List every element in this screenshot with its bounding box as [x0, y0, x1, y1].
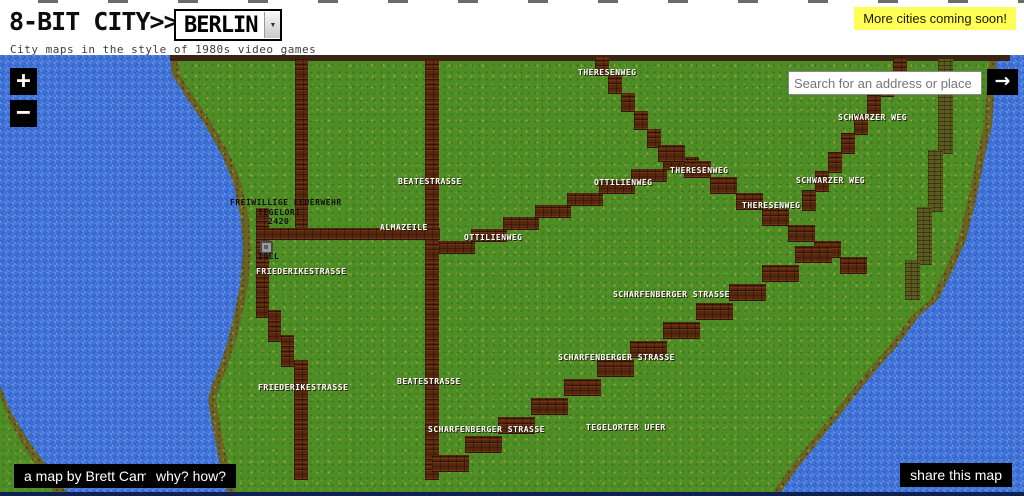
city-select[interactable]: BERLIN ▼ [174, 9, 283, 41]
map-geometry [268, 310, 281, 342]
street-label: IGEL [258, 252, 280, 261]
site-header: 8-BIT CITY>> BERLIN ▼ City maps in the s… [0, 3, 1024, 57]
site-logo: 8-BIT CITY>> [9, 7, 179, 36]
street-label: SCHWARZER WEG [838, 113, 908, 122]
map-geometry [762, 209, 789, 226]
map-geometry [531, 398, 568, 415]
street-label: FRIEDERIKESTRASSE [256, 267, 347, 276]
map-geometry [905, 260, 920, 300]
map-geometry [599, 181, 635, 194]
map-geometry [630, 341, 667, 358]
site-tagline: City maps in the style of 1980s video ga… [10, 43, 317, 56]
street-label: THERESENWEG [670, 166, 729, 175]
building-icon [260, 241, 273, 254]
why-how-link[interactable]: why? how? [146, 464, 237, 488]
map-geometry [854, 114, 868, 135]
map-geometry [567, 193, 603, 206]
map-geometry [439, 241, 475, 254]
street-label: BEATESTRASSE [397, 377, 461, 386]
street-label: SCHARFENBERGER STRASSE [558, 353, 675, 362]
map-geometry [795, 246, 832, 263]
coming-soon-banner: More cities coming soon! [854, 7, 1016, 30]
map-geometry [295, 59, 308, 240]
map-geometry [170, 55, 1010, 61]
map-geometry [634, 111, 648, 130]
map-geometry [762, 265, 799, 282]
map-geometry [840, 257, 867, 274]
map-geometry [608, 75, 622, 94]
map-geometry [658, 145, 685, 162]
street-label: 2420 [268, 217, 290, 226]
map-geometry [663, 322, 700, 339]
map-geometry [647, 129, 661, 148]
map-geometry [535, 205, 571, 218]
map-geometry [828, 152, 842, 173]
street-label: BEATESTRASSE [398, 177, 462, 186]
search-go-button[interactable]: → [987, 69, 1018, 95]
map-geometry [729, 284, 766, 301]
street-label: TEGELORTER UFER [586, 423, 666, 432]
map-geometry [425, 59, 439, 480]
street-label: FREIWILLIGE FEUERWEHR [230, 198, 342, 207]
street-label: THERESENWEG [742, 201, 801, 210]
street-label: FRIEDERIKESTRASSE [258, 383, 349, 392]
map-geometry [471, 229, 507, 242]
map-geometry [498, 417, 535, 434]
share-map-link[interactable]: share this map [900, 463, 1012, 487]
street-label: OTTILIENWEG [464, 233, 523, 242]
search-input[interactable] [788, 71, 982, 95]
map-geometry [696, 303, 733, 320]
map-geometry [256, 228, 440, 240]
map-geometry [595, 57, 609, 76]
map-geometry [928, 150, 943, 212]
city-select-value: BERLIN [184, 12, 258, 38]
map-geometry [802, 190, 816, 211]
map-geometry [281, 335, 294, 367]
street-label: SCHARFENBERGER STRASSE [428, 425, 545, 434]
map-geometry [788, 225, 815, 242]
street-label: THERESENWEG [578, 68, 637, 77]
map-geometry [564, 379, 601, 396]
map-geometry [631, 169, 667, 182]
zoom-out-button[interactable]: − [10, 100, 37, 127]
map-geometry [294, 360, 308, 480]
map-peek-strip [0, 0, 1024, 3]
map-geometry [503, 217, 539, 230]
street-label: SCHARFENBERGER STRASSE [613, 290, 730, 299]
arrow-right-icon: → [994, 70, 1011, 92]
map-geometry [710, 177, 737, 194]
map-geometry [432, 455, 469, 472]
map-geometry [597, 360, 634, 377]
map-geometry [815, 171, 829, 192]
map-geometry [867, 95, 881, 116]
street-label: OTTILIENWEG [594, 178, 653, 187]
map-geometry [917, 207, 932, 265]
zoom-in-button[interactable]: + [10, 68, 37, 95]
street-label: SCHWARZER WEG [796, 176, 866, 185]
map-geometry [621, 93, 635, 112]
map-geometry [841, 133, 855, 154]
street-label: ALMAZEILE [380, 223, 428, 232]
chevron-down-icon[interactable]: ▼ [264, 12, 281, 38]
street-label: TEGELORT [258, 208, 301, 217]
map-geometry [0, 492, 1024, 496]
map-canvas[interactable]: THERESENWEG SCHWARZER WEG THERESENWEG SCHWA… [0, 55, 1024, 496]
map-geometry [465, 436, 502, 453]
map-geometry [256, 240, 269, 318]
map-geometry [684, 161, 711, 178]
map-geometry [736, 193, 763, 210]
